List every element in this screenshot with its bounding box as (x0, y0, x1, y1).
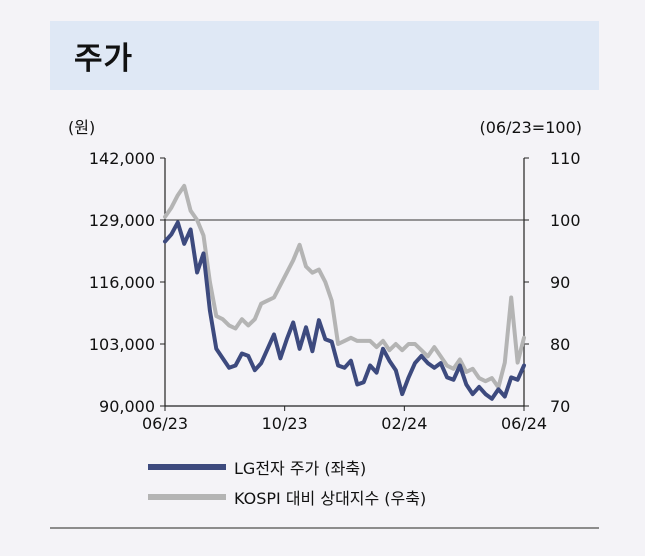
right-tick-label: 80 (550, 335, 570, 354)
legend-label-kospi: KOSPI 대비 상대지수 (우축) (234, 489, 427, 508)
left-tick-label: 90,000 (99, 397, 155, 416)
left-tick-label: 142,000 (89, 149, 155, 168)
left-tick-label: 116,000 (89, 273, 155, 292)
legend-swatch-kospi (148, 494, 226, 500)
x-tick-label: 06/24 (501, 414, 547, 433)
series-line-kospi-relative (163, 183, 526, 390)
chart-legend: LG전자 주가 (좌축) KOSPI 대비 상대지수 (우축) (148, 452, 426, 512)
x-tick-label: 10/23 (262, 414, 308, 433)
right-axis-unit: (06/23=100) (479, 118, 582, 137)
left-axis-unit: (원) (68, 118, 95, 137)
footer-divider (50, 527, 599, 529)
legend-swatch-lg (148, 464, 226, 470)
right-tick-label: 100 (550, 211, 581, 230)
x-tick-label: 02/24 (381, 414, 427, 433)
right-tick-label: 70 (550, 397, 570, 416)
right-tick-label: 90 (550, 273, 570, 292)
right-tick-label: 110 (550, 149, 581, 168)
legend-item-kospi: KOSPI 대비 상대지수 (우축) (148, 482, 426, 512)
x-tick-label: 06/23 (142, 414, 188, 433)
chart-ticks: 142,000 129,000 116,000 103,000 90,000 110 100… (89, 149, 581, 433)
section-header: 주가 (50, 21, 599, 90)
chart-lines (163, 183, 526, 401)
series-line-lg-electronics (163, 220, 526, 401)
legend-label-lg: LG전자 주가 (좌축) (234, 459, 367, 478)
left-tick-label: 103,000 (89, 335, 155, 354)
legend-item-lg: LG전자 주가 (좌축) (148, 452, 426, 482)
section-title: 주가 (74, 41, 134, 77)
left-tick-label: 129,000 (89, 211, 155, 230)
